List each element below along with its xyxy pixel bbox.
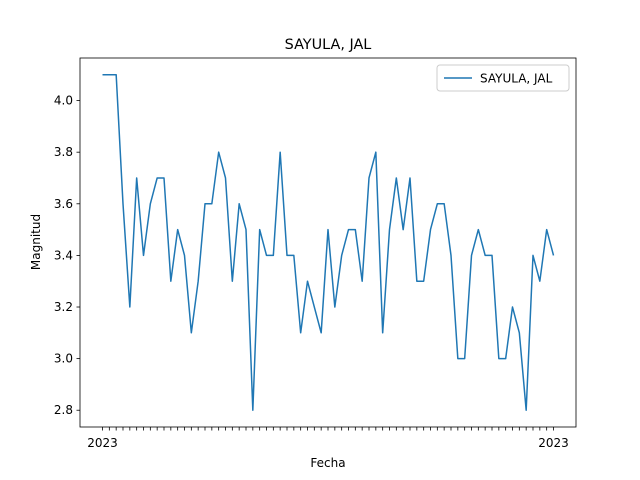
legend-box <box>436 64 570 92</box>
series-layer <box>102 74 555 411</box>
y-tick-label: 3.0 <box>54 352 73 366</box>
x-tick-label: 2023 <box>538 436 569 450</box>
x-axis-label: Fecha <box>310 456 345 470</box>
y-tick-label: 2.8 <box>54 403 73 417</box>
y-tick-label: 4.0 <box>54 94 73 108</box>
legend: SAYULA, JAL <box>436 64 570 92</box>
x-tick-label: 2023 <box>87 436 118 450</box>
y-axis-label: Magnitud <box>29 214 43 270</box>
plot-area-frame <box>79 57 577 428</box>
x-axis-ticks: 2023 2023 <box>87 427 569 450</box>
y-tick-label: 3.2 <box>54 300 73 314</box>
y-tick-label: 3.8 <box>54 145 73 159</box>
y-tick-label: 3.6 <box>54 197 73 211</box>
y-axis-ticks: 2.8 3.0 3.2 3.4 3.6 3.8 4.0 <box>54 94 80 417</box>
legend-label: SAYULA, JAL <box>480 72 553 86</box>
series-line-sayula-jal <box>102 74 555 411</box>
y-tick-label: 3.4 <box>54 248 73 262</box>
chart-title: SAYULA, JAL <box>285 37 372 53</box>
